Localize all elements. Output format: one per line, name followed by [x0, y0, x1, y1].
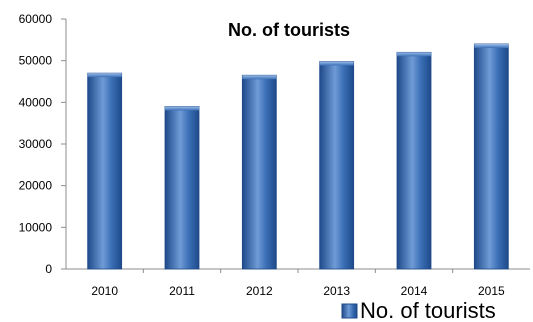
x-axis: 2010 2011 2012 2013 2014 2015	[66, 268, 530, 298]
x-tick-label: 2011	[169, 284, 195, 298]
bars	[87, 43, 509, 270]
bar-2010	[87, 72, 123, 270]
y-tick-label: 10000	[19, 220, 53, 234]
y-tick-label: 0	[45, 262, 52, 276]
x-tick-label: 2010	[91, 284, 118, 298]
bar-2014	[396, 51, 432, 270]
bar-cap-2011	[165, 106, 199, 111]
bar-2012	[241, 74, 277, 270]
legend-label: No. of tourists	[360, 298, 496, 322]
y-tick-label: 30000	[19, 137, 53, 151]
bar-cap-2015	[474, 44, 509, 48]
bar-cap-2013	[319, 61, 354, 66]
chart-title: No. of tourists	[228, 20, 350, 40]
x-tick-label: 2014	[401, 284, 428, 298]
bar-2011	[164, 106, 200, 270]
legend-swatch	[341, 303, 358, 319]
y-tick-label: 60000	[19, 12, 53, 26]
y-tick-label: 40000	[19, 95, 53, 109]
x-tick-label: 2015	[478, 284, 505, 298]
bar-cap-2014	[397, 52, 431, 57]
x-tick-label: 2012	[246, 284, 273, 298]
bar-cap-2012	[242, 75, 277, 80]
y-tick-label: 50000	[19, 54, 53, 68]
y-tick-label: 20000	[19, 179, 53, 193]
bar-cap-2010	[87, 73, 122, 78]
bar-2015	[473, 43, 509, 270]
legend: No. of tourists	[341, 298, 496, 322]
x-tick-label: 2013	[323, 284, 350, 298]
y-axis: 0 10000 20000 30000 40000 50000 60000	[19, 12, 67, 276]
bar-2013	[319, 61, 355, 270]
